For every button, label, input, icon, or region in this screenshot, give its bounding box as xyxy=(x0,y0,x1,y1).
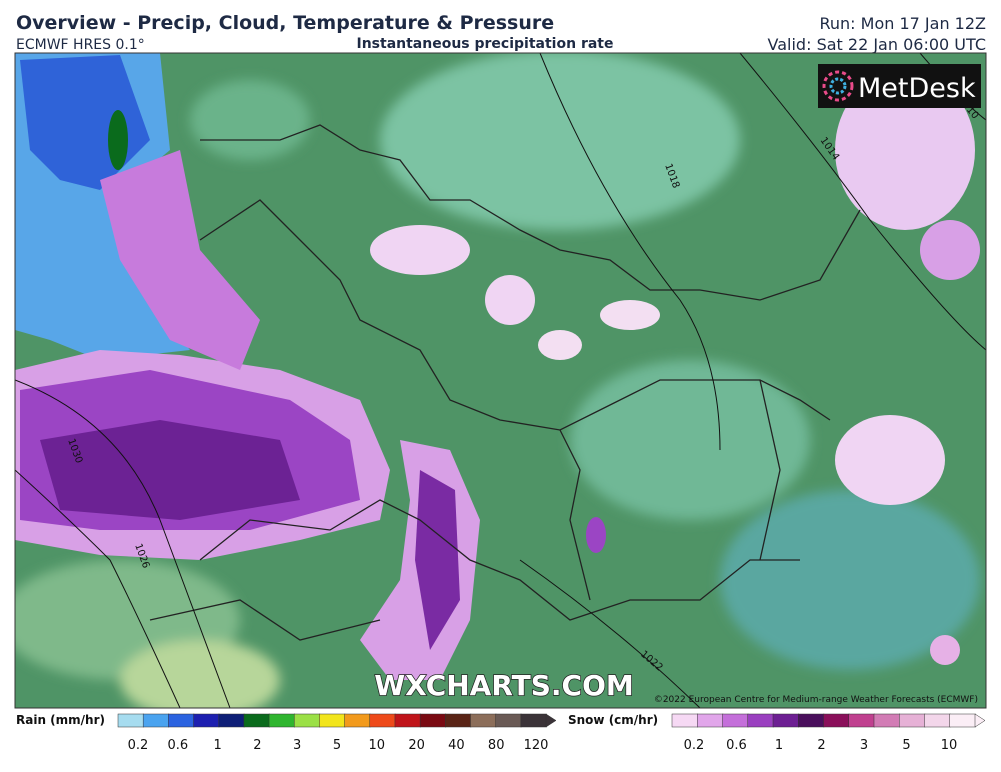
rain-swatch xyxy=(520,713,547,728)
rain-swatch xyxy=(117,713,144,728)
rain-swatch xyxy=(394,713,421,728)
snow-swatch xyxy=(671,713,698,728)
snow-swatch xyxy=(949,713,976,728)
isobars xyxy=(15,53,986,708)
snow-area xyxy=(40,420,300,520)
rain-legend-label: Rain (mm/hr) xyxy=(16,713,105,727)
snow-area xyxy=(415,470,460,650)
rain-tick-label: 0.2 xyxy=(128,738,149,753)
watermark: WXCHARTS.COM xyxy=(374,669,634,702)
rain-tick-label: 3 xyxy=(293,738,301,753)
snow-swatch xyxy=(848,713,875,728)
rain-swatch xyxy=(470,713,497,728)
model: ECMWF HRES 0.1° xyxy=(16,37,145,53)
snow-area xyxy=(930,635,960,665)
borders xyxy=(149,124,861,641)
snow-swatch xyxy=(798,713,825,728)
snow-swatch xyxy=(823,713,850,728)
rain-swatch xyxy=(419,713,447,728)
snow-tick-label: 0.6 xyxy=(726,738,747,753)
snow-tick-label: 2 xyxy=(817,738,825,753)
snow-area xyxy=(835,415,945,505)
rain-swatch xyxy=(344,713,371,728)
logo-text: MetDesk xyxy=(858,73,976,104)
snow-tick-label: 3 xyxy=(860,738,868,753)
rain-swatch xyxy=(168,713,195,728)
snow-area xyxy=(538,330,582,360)
rain-tick-label: 0.6 xyxy=(167,738,188,753)
snow-swatch xyxy=(924,713,951,728)
snow-area xyxy=(485,275,535,325)
rain-swatch xyxy=(495,713,522,728)
rain-swatch xyxy=(268,713,295,728)
map-frame xyxy=(14,52,987,709)
snow-arrow xyxy=(974,713,986,728)
snow-area xyxy=(920,220,980,280)
snow-tick-label: 1 xyxy=(775,738,783,753)
snow-swatch xyxy=(899,713,926,728)
snow-area xyxy=(370,225,470,275)
rain-swatch xyxy=(293,713,321,728)
rain-swatch xyxy=(445,713,472,728)
snow-area xyxy=(100,150,260,370)
snow-swatch xyxy=(873,713,900,728)
rain-tick-label: 120 xyxy=(524,738,549,753)
title: Overview - Precip, Cloud, Temperature & … xyxy=(16,12,554,34)
field: Instantaneous precipitation rate xyxy=(357,36,614,52)
rain-swatch xyxy=(319,713,346,728)
rain-swatch xyxy=(218,713,245,728)
snow-tick-label: 5 xyxy=(902,738,910,753)
snow-area xyxy=(586,517,606,553)
snow-swatch xyxy=(722,713,749,728)
snow-tick-label: 10 xyxy=(941,738,958,753)
snow-area xyxy=(600,300,660,330)
snow-swatch xyxy=(772,713,799,728)
rain-tick-label: 2 xyxy=(253,738,261,753)
snow-legend-label: Snow (cm/hr) xyxy=(568,713,658,727)
snow-tick-label: 0.2 xyxy=(684,738,705,753)
rain-tick-label: 10 xyxy=(369,738,386,753)
rain-tick-label: 5 xyxy=(333,738,341,753)
snow-swatch xyxy=(747,713,774,728)
legend: 0.2 0.6 1 2 3 5 10 20 40 80 120 0.2 0.6 1 2 3 5 10 xyxy=(117,713,986,753)
rain-tick-label: 40 xyxy=(448,738,465,753)
rain-tick-label: 20 xyxy=(408,738,425,753)
valid: Valid: Sat 22 Jan 06:00 UTC xyxy=(768,35,986,54)
snow-area xyxy=(835,70,975,230)
map: 1030 1026 1018 1014 1022 1010 MetDesk WX… xyxy=(15,53,986,708)
rain-arrow xyxy=(545,713,557,728)
logo-icon xyxy=(822,70,854,102)
rain-tick-label: 1 xyxy=(213,738,221,753)
rain-swatch xyxy=(193,713,220,728)
run: Run: Mon 17 Jan 12Z xyxy=(820,14,987,33)
rain-tick-label: 80 xyxy=(488,738,505,753)
rain-core xyxy=(108,110,128,170)
rain-swatch xyxy=(369,713,396,728)
snow-swatch xyxy=(697,713,724,728)
copyright: ©2022 European Centre for Medium-range W… xyxy=(654,695,978,705)
rain-swatch xyxy=(142,713,170,728)
rain-swatch xyxy=(243,713,270,728)
